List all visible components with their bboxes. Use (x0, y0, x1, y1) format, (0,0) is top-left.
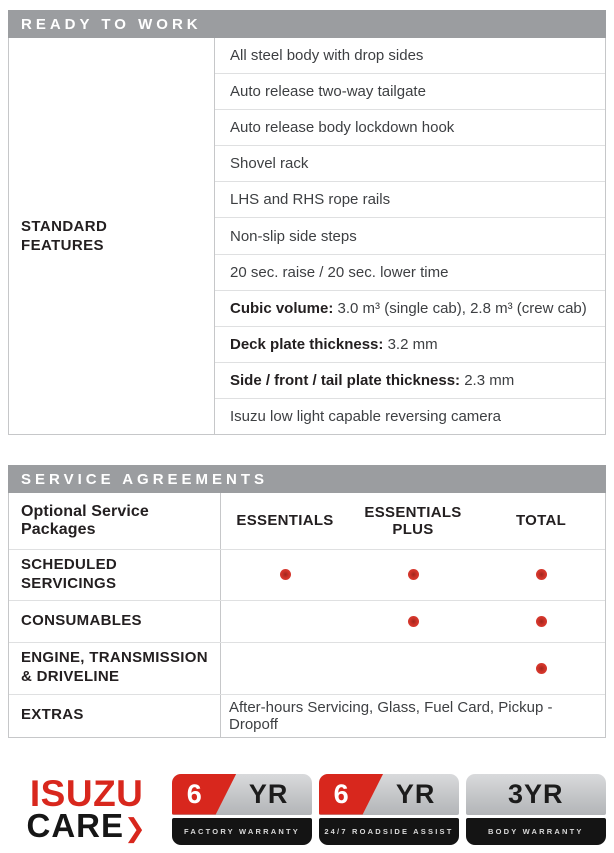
extras-value: After-hours Servicing, Glass, Fuel Card,… (229, 698, 553, 733)
feature-row: Side / front / tail plate thickness: 2.3… (215, 361, 605, 398)
feature-text: 20 sec. raise / 20 sec. lower time (230, 263, 449, 281)
care-logo-text: CARE❯ (8, 809, 165, 843)
isuzu-care-logo: ISUZU CARE❯ (8, 772, 165, 843)
cell-total (477, 550, 605, 600)
extras-label: EXTRAS (9, 694, 221, 737)
cell-essentials-plus (349, 550, 477, 600)
feature-bold: Deck plate thickness: (230, 335, 384, 353)
included-dot (407, 569, 419, 581)
feature-text: Non-slip side steps (230, 227, 357, 245)
included-dot (535, 662, 547, 674)
optional-service-packages-header: Optional Service Packages (9, 493, 221, 549)
red-diagonal-shape: 6 (318, 773, 384, 815)
feature-text: Auto release body lockdown hook (230, 119, 455, 137)
feature-bold: Side / front / tail plate thickness: (230, 371, 461, 389)
care-text: CARE (26, 806, 125, 844)
badge-year-suffix: YR (248, 778, 289, 809)
cell-essentials (221, 550, 349, 600)
cell-total (477, 643, 605, 694)
badge-year-digit: 3 (508, 778, 525, 809)
feature-text: 3.0 m³ (single cab), 2.8 m³ (crew cab) (333, 299, 587, 317)
table-row: CONSUMABLES (9, 599, 605, 642)
feature-row: Non-slip side steps (215, 217, 605, 253)
badge-year-panel: 6 YR (318, 773, 460, 815)
column-header-total: TOTAL (515, 512, 567, 530)
table-header-row: Optional Service Packages ESSENTIALS ESS… (9, 493, 605, 549)
feature-text: All steel body with drop sides (230, 47, 424, 65)
feature-row: All steel body with drop sides (215, 38, 605, 73)
extras-row: EXTRAS After-hours Servicing, Glass, Fue… (9, 693, 605, 737)
feature-row: Isuzu low light capable reversing camera (215, 397, 605, 434)
feature-text: 2.3 mm (460, 371, 515, 389)
roadside-assist-badge: 6 YR 24/7 ROADSIDE ASSIST (318, 773, 460, 845)
row-label: CONSUMABLES (9, 600, 221, 642)
standard-features-list: All steel body with drop sides Auto rele… (215, 38, 605, 434)
body-warranty-badge: 3 YR BODY WARRANTY (465, 773, 606, 845)
feature-row: Auto release body lockdown hook (215, 109, 605, 145)
row-label: SCHEDULED SERVICINGS (9, 550, 221, 600)
feature-row: Shovel rack (215, 145, 605, 181)
cell-essentials (221, 643, 349, 694)
standard-features-table: STANDARD FEATURES All steel body with dr… (8, 38, 606, 435)
feature-bold: Cubic volume: (230, 299, 334, 317)
badge-year-digit: 6 (333, 778, 349, 809)
feature-row: LHS and RHS rope rails (215, 181, 605, 217)
ready-to-work-title: READY TO WORK (21, 15, 202, 33)
badge-year-panel: 3 YR (465, 773, 606, 815)
care-arrow-icon: ❯ (124, 812, 147, 843)
column-header-essentials: ESSENTIALS (236, 512, 334, 530)
red-diagonal-shape: 6 (171, 773, 237, 815)
cell-essentials-plus (349, 643, 477, 694)
feature-text: Isuzu low light capable reversing camera (230, 407, 501, 425)
badge-year-suffix: YR (524, 778, 564, 809)
ready-to-work-section: READY TO WORK STANDARD FEATURES All stee… (8, 10, 606, 435)
service-agreements-table: Optional Service Packages ESSENTIALS ESS… (8, 493, 606, 738)
included-dot (407, 615, 419, 627)
included-dot (535, 569, 547, 581)
cell-total (477, 601, 605, 642)
standard-features-header-cell: STANDARD FEATURES (9, 38, 215, 434)
feature-text: LHS and RHS rope rails (230, 191, 391, 209)
included-dot (535, 615, 547, 627)
feature-text: Shovel rack (230, 155, 309, 173)
service-agreements-section: SERVICE AGREEMENTS Optional Service Pack… (8, 465, 606, 738)
ready-to-work-header: READY TO WORK (8, 10, 606, 38)
table-row: ENGINE, TRANSMISSION & DRIVELINE (9, 641, 605, 694)
standard-features-label: STANDARD FEATURES (21, 217, 108, 255)
row-label: ENGINE, TRANSMISSION & DRIVELINE (9, 642, 221, 694)
feature-row: 20 sec. raise / 20 sec. lower time (215, 253, 605, 290)
factory-warranty-badge: 6 YR FACTORY WARRANTY (171, 773, 313, 845)
badge-caption: FACTORY WARRANTY (171, 817, 313, 845)
warranty-logos-footer: ISUZU CARE❯ 6 YR FACTORY WARRANTY 6 YR 2… (8, 772, 606, 845)
isuzu-logo-text: ISUZU (29, 772, 144, 814)
feature-row: Deck plate thickness: 3.2 mm (215, 325, 605, 362)
feature-text: 3.2 mm (383, 335, 438, 353)
service-agreements-header: SERVICE AGREEMENTS (8, 465, 606, 493)
badge-year-suffix: YR (395, 778, 436, 809)
table-row: SCHEDULED SERVICINGS (9, 549, 605, 600)
badge-year-digit: 6 (186, 778, 202, 809)
included-dot (279, 569, 291, 581)
feature-row: Auto release two-way tailgate (215, 73, 605, 109)
feature-text: Auto release two-way tailgate (230, 83, 426, 101)
cell-essentials-plus (349, 601, 477, 642)
cell-essentials (221, 601, 349, 642)
badge-year-panel: 6 YR (171, 773, 313, 815)
badge-caption: 24/7 ROADSIDE ASSIST (318, 817, 460, 845)
service-agreements-title: SERVICE AGREEMENTS (21, 470, 269, 488)
badge-caption: BODY WARRANTY (465, 817, 606, 845)
column-header-essentials-plus: ESSENTIALS PLUS (364, 503, 462, 538)
feature-row: Cubic volume: 3.0 m³ (single cab), 2.8 m… (215, 289, 605, 326)
